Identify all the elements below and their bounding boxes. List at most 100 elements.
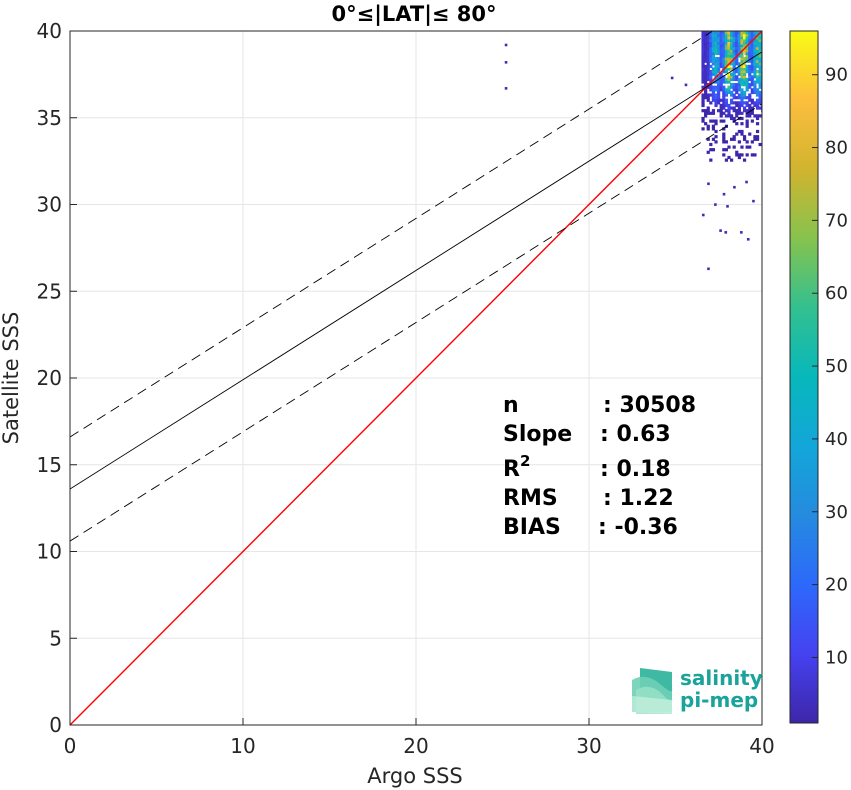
- density-cell: [722, 85, 726, 89]
- density-cell: [704, 70, 708, 74]
- density-cell: [729, 38, 734, 43]
- density-cell: [706, 124, 710, 128]
- density-cell: [714, 51, 718, 56]
- density-cell: [745, 145, 749, 149]
- density-cell: [704, 111, 708, 115]
- density-cell: [719, 46, 723, 50]
- y-tick-label: 30: [37, 193, 62, 217]
- density-cell: [753, 49, 757, 53]
- colorbar-tick-label: 50: [825, 356, 848, 377]
- stat-label: BIAS: [503, 515, 561, 540]
- density-cell: [719, 62, 723, 66]
- density-cell: [724, 57, 728, 61]
- density-cell: [706, 36, 710, 40]
- outlier-point: [726, 205, 729, 208]
- density-cell: [753, 137, 757, 141]
- density-cell: [704, 51, 708, 56]
- density-cell: [745, 49, 749, 53]
- density-cell: [719, 54, 723, 58]
- density-cell: [714, 57, 718, 61]
- density-cell: [732, 54, 736, 58]
- density-cell: [724, 70, 728, 74]
- density-cell: [719, 114, 723, 118]
- density-cell: [719, 41, 723, 45]
- density-cell: [709, 57, 713, 61]
- density-cell: [719, 80, 723, 84]
- y-tick-label: 10: [37, 540, 62, 564]
- density-cell: [740, 67, 744, 71]
- line-identity: [70, 31, 762, 725]
- density-cell: [750, 46, 754, 50]
- density-cell: [742, 72, 747, 76]
- density-cell: [714, 44, 718, 48]
- density-cell: [742, 67, 747, 71]
- density-cell: [740, 46, 744, 50]
- density-cell: [742, 80, 747, 84]
- density-cell: [719, 33, 723, 37]
- density-cell: [737, 96, 741, 100]
- density-cell: [722, 44, 726, 48]
- density-cell: [753, 90, 757, 95]
- density-cell: [729, 85, 734, 89]
- density-cell: [717, 70, 721, 74]
- density-cell: [706, 111, 710, 115]
- density-cell: [748, 103, 752, 108]
- density-cell: [740, 88, 744, 92]
- density-cell: [701, 75, 705, 79]
- density-cell: [742, 41, 747, 45]
- density-cell: [719, 88, 723, 92]
- density-cell: [704, 38, 708, 43]
- y-ticks: 0 5 10 15 20 25 30 35 40: [37, 19, 77, 737]
- density-cell: [732, 137, 736, 141]
- density-cell: [722, 90, 726, 95]
- density-cell: [753, 85, 757, 89]
- density-cell: [735, 85, 739, 89]
- density-cell: [758, 93, 762, 97]
- density-cell: [740, 54, 744, 58]
- density-cell: [714, 140, 718, 144]
- density-cell: [758, 67, 762, 71]
- density-cell: [732, 70, 736, 74]
- density-cell: [701, 44, 705, 48]
- density-cell: [748, 33, 752, 37]
- density-cell: [742, 64, 747, 69]
- density-cell: [701, 36, 705, 40]
- density-cell: [732, 75, 736, 79]
- density-cell: [755, 103, 760, 108]
- density-cell: [701, 116, 705, 121]
- density-cell: [729, 51, 734, 56]
- density-cell: [740, 111, 744, 115]
- density-cell: [748, 106, 752, 110]
- density-cell: [735, 62, 739, 66]
- density-cell: [722, 153, 726, 157]
- density-cell: [709, 70, 713, 74]
- density-cell: [724, 67, 728, 71]
- density-cell: [704, 90, 708, 95]
- density-cell: [740, 59, 744, 63]
- density-cell: [729, 90, 734, 95]
- density-cell: [714, 85, 718, 89]
- density-cell: [732, 145, 736, 149]
- outlier-point: [670, 76, 674, 80]
- density-cell: [711, 70, 716, 74]
- density-cell: [755, 64, 760, 69]
- density-cell: [750, 33, 754, 37]
- density-cell: [706, 31, 710, 35]
- outlier-point: [504, 43, 508, 47]
- density-cell: [750, 83, 754, 87]
- density-cell: [745, 103, 749, 108]
- density-cell: [709, 38, 713, 43]
- density-cell: [742, 51, 747, 56]
- density-cell: [714, 77, 718, 82]
- density-cell: [748, 114, 752, 118]
- outlier-point: [684, 83, 688, 87]
- density-cell: [729, 114, 734, 118]
- density-cell: [729, 158, 734, 162]
- density-cell: [704, 75, 708, 79]
- logo-text-salinity: salinity: [680, 666, 763, 690]
- density-cell: [727, 111, 731, 115]
- density-cell: [732, 36, 736, 40]
- density-cell: [704, 59, 708, 63]
- density-cell: [714, 36, 718, 40]
- density-cell: [714, 46, 718, 50]
